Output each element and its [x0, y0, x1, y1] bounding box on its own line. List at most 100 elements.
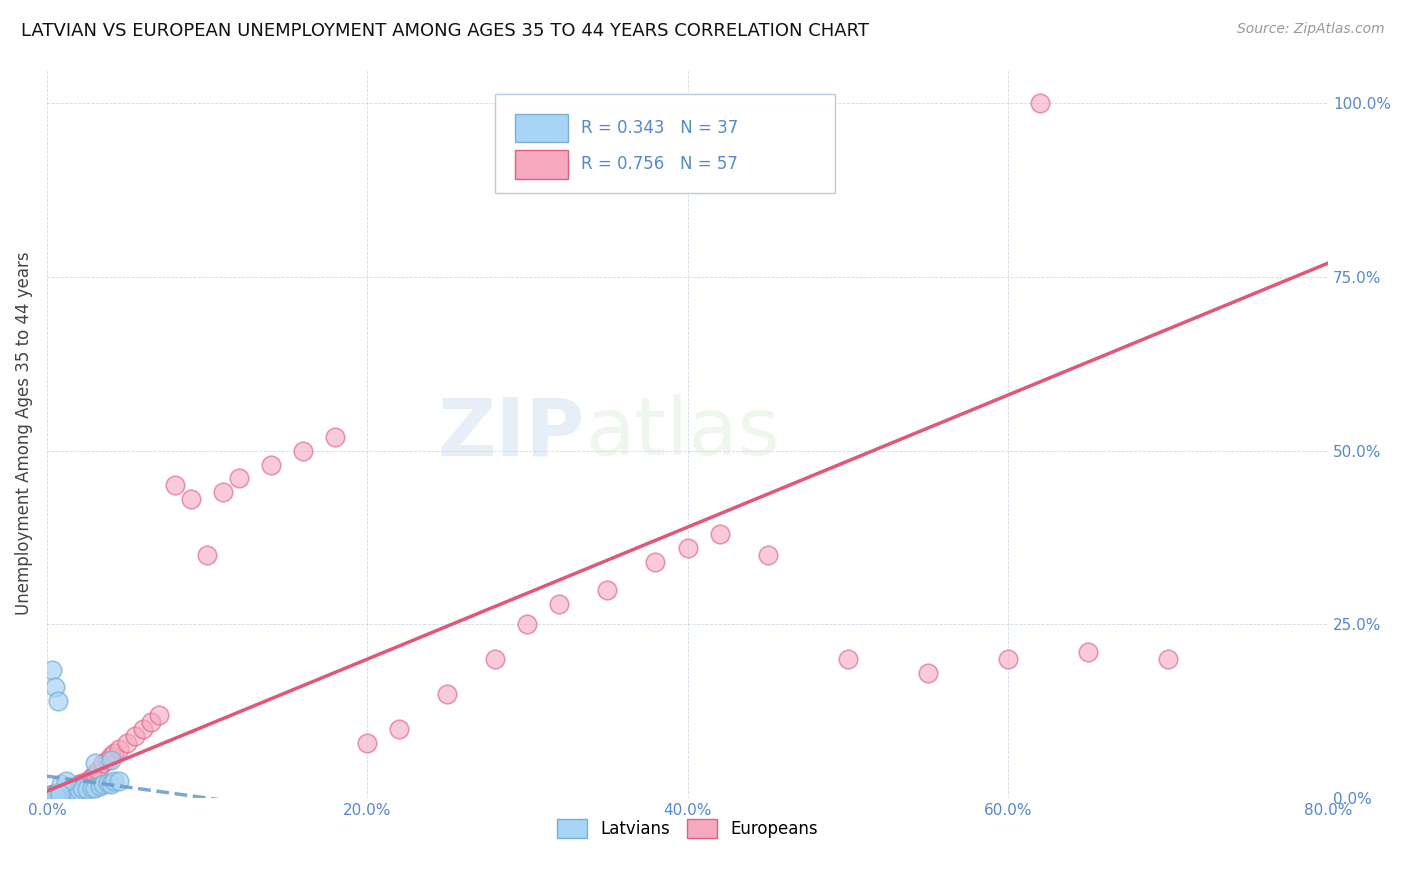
Point [516, 617, 538, 632]
Point [53, 784, 76, 798]
Point [91, 756, 114, 771]
Y-axis label: Unemployment Among Ages 35 to 44 years: Unemployment Among Ages 35 to 44 years [15, 252, 32, 615]
Point [124, 729, 146, 743]
Point [52, 786, 75, 800]
Point [97, 753, 120, 767]
Point [1077, 645, 1099, 659]
Point [91, 777, 114, 791]
Point [89, 779, 111, 793]
Text: R = 0.343   N = 37: R = 0.343 N = 37 [581, 119, 738, 136]
Point [709, 527, 731, 541]
Point [148, 707, 170, 722]
Point [132, 722, 155, 736]
Point [62, 782, 84, 797]
Point [292, 443, 315, 458]
Point [356, 735, 378, 749]
Point [84, 767, 107, 781]
Point [180, 492, 202, 507]
Point [70, 776, 93, 790]
Point [436, 687, 458, 701]
Point [51, 777, 73, 791]
Point [48, 786, 70, 800]
Point [84, 780, 107, 795]
Point [41, 663, 63, 677]
Point [52, 782, 75, 797]
Point [44, 787, 66, 801]
Point [62, 780, 84, 794]
Point [756, 548, 779, 562]
Point [1029, 96, 1052, 111]
Text: atlas: atlas [585, 394, 779, 473]
Point [53, 784, 76, 798]
Point [260, 458, 283, 472]
Point [84, 756, 107, 771]
Point [44, 789, 66, 803]
Point [228, 471, 250, 485]
Point [46, 788, 69, 802]
FancyBboxPatch shape [515, 114, 568, 143]
Point [58, 780, 80, 795]
Point [65, 779, 87, 793]
Point [76, 782, 98, 797]
Point [100, 749, 122, 764]
Point [1157, 652, 1180, 666]
Point [103, 773, 125, 788]
Point [55, 786, 77, 800]
Point [596, 582, 619, 597]
FancyBboxPatch shape [515, 151, 568, 179]
Point [48, 787, 70, 801]
Point [59, 780, 82, 795]
Point [41, 789, 63, 803]
Point [97, 776, 120, 790]
Point [58, 784, 80, 798]
Point [55, 773, 77, 788]
Text: R = 0.756   N = 57: R = 0.756 N = 57 [581, 155, 738, 173]
Point [39, 789, 62, 804]
Point [212, 485, 235, 500]
Point [115, 735, 138, 749]
Point [997, 652, 1019, 666]
Point [39, 789, 62, 803]
Point [644, 555, 666, 569]
Point [80, 780, 103, 795]
Point [76, 773, 98, 788]
Point [108, 773, 131, 788]
Point [837, 652, 859, 666]
Point [41, 788, 63, 802]
Point [46, 786, 69, 800]
Point [51, 786, 73, 800]
Text: LATVIAN VS EUROPEAN UNEMPLOYMENT AMONG AGES 35 TO 44 YEARS CORRELATION CHART: LATVIAN VS EUROPEAN UNEMPLOYMENT AMONG A… [21, 22, 869, 40]
Point [103, 746, 125, 760]
Text: ZIP: ZIP [437, 394, 585, 473]
Point [45, 789, 67, 803]
Point [70, 780, 93, 795]
FancyBboxPatch shape [495, 94, 835, 193]
Point [44, 788, 66, 802]
Point [100, 777, 122, 791]
Text: Source: ZipAtlas.com: Source: ZipAtlas.com [1237, 22, 1385, 37]
Point [195, 548, 218, 562]
Point [67, 777, 90, 791]
Point [42, 787, 65, 801]
Point [55, 782, 77, 797]
Point [323, 430, 346, 444]
Point [163, 478, 186, 492]
Point [108, 742, 131, 756]
Point [45, 786, 67, 800]
Point [46, 694, 69, 708]
Point [917, 666, 939, 681]
Point [100, 753, 122, 767]
Point [67, 782, 90, 797]
Point [51, 785, 73, 799]
Point [59, 784, 82, 798]
Point [42, 789, 65, 803]
Point [48, 787, 70, 801]
Point [87, 764, 110, 778]
Legend: Latvians, Europeans: Latvians, Europeans [551, 812, 824, 845]
Point [548, 597, 571, 611]
Point [56, 785, 79, 799]
Point [80, 770, 103, 784]
Point [56, 782, 79, 797]
Point [388, 722, 411, 736]
Point [65, 784, 87, 798]
